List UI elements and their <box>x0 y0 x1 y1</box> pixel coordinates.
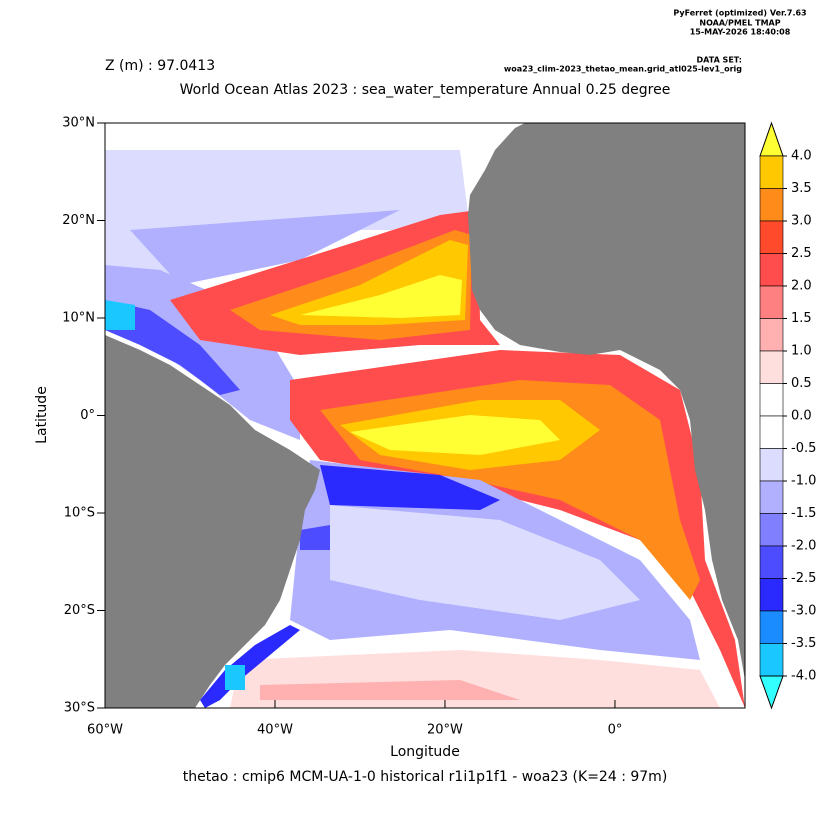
dataset-label: DATA SET: <box>697 56 742 65</box>
colorbar-label: -3.5 <box>791 636 816 651</box>
colorbar-box <box>759 285 784 319</box>
colorbar-box <box>759 318 784 352</box>
field-region <box>350 415 560 455</box>
map-field <box>105 123 745 708</box>
colorbar-box <box>759 350 784 384</box>
field-region <box>105 300 240 395</box>
footer: thetao : cmip6 MCM-UA-1-0 historical r1i… <box>183 769 668 785</box>
y-tick-label: 0° <box>80 408 95 423</box>
colorbar-label: 2.5 <box>791 246 812 261</box>
colorbar-label: 1.0 <box>791 344 812 359</box>
y-tick-label: 30°N <box>62 116 95 131</box>
y-tick-label: 10°S <box>64 506 95 521</box>
colorbar-label: 1.5 <box>791 311 812 326</box>
field-region <box>330 505 640 620</box>
colorbar-box <box>759 578 784 612</box>
software: PyFerret (optimized) Ver.7.63 <box>673 9 806 18</box>
colorbar-label: 3.5 <box>791 181 812 196</box>
colorbar-label: -4.0 <box>791 669 816 684</box>
colorbar-label: 0.5 <box>791 376 812 391</box>
colorbar-box <box>759 415 784 449</box>
colorbar-label: -1.5 <box>791 506 816 521</box>
field-region <box>300 275 462 318</box>
y-label: Latitude <box>34 386 50 444</box>
colorbar-box <box>759 253 784 287</box>
x-label: Longitude <box>390 744 460 760</box>
field-region <box>300 525 330 550</box>
land <box>105 335 320 708</box>
field-region <box>320 465 500 510</box>
dataset: woa23_clim-2023_thetao_mean.grid_atl025-… <box>504 65 742 74</box>
colorbar-triangle <box>759 121 784 157</box>
colorbar-box <box>759 155 784 189</box>
colorbar-box <box>759 188 784 222</box>
x-tick-label: 20°W <box>427 723 463 738</box>
colorbar-label: 3.0 <box>791 214 812 229</box>
y-tick-label: 10°N <box>62 311 95 326</box>
colorbar-label: -3.0 <box>791 604 816 619</box>
colorbar-label: 4.0 <box>791 149 812 164</box>
org: NOAA/PMEL TMAP <box>699 19 780 28</box>
colorbar-box <box>759 383 784 417</box>
colorbar-box <box>759 513 784 547</box>
chart-title: World Ocean Atlas 2023 : sea_water_tempe… <box>180 82 671 98</box>
colorbar-label: -1.0 <box>791 474 816 489</box>
field-region <box>130 210 400 285</box>
colorbar-label: 0.0 <box>791 409 812 424</box>
colorbar-box <box>759 610 784 644</box>
colorbar-triangle <box>759 675 784 710</box>
colorbar-box <box>759 480 784 514</box>
depth: Z (m) : 97.0413 <box>105 58 215 74</box>
field-region <box>260 680 520 700</box>
colorbar-box <box>759 643 784 677</box>
colorbar-label: -0.5 <box>791 441 816 456</box>
colorbar-label: -2.5 <box>791 571 816 586</box>
land <box>468 123 745 680</box>
colorbar-label: -2.0 <box>791 539 816 554</box>
x-tick-label: 40°W <box>257 723 293 738</box>
y-tick-label: 30°S <box>64 701 95 716</box>
date: 15-MAY-2026 18:40:08 <box>690 28 791 37</box>
colorbar-box <box>759 448 784 482</box>
colorbar-box <box>759 545 784 579</box>
y-tick-label: 20°N <box>62 213 95 228</box>
y-tick-label: 20°S <box>64 603 95 618</box>
field-region <box>225 665 245 690</box>
colorbar-label: 2.0 <box>791 279 812 294</box>
x-tick-label: 60°W <box>87 723 123 738</box>
colorbar-box <box>759 220 784 254</box>
field-region <box>105 300 135 330</box>
x-tick-label: 0° <box>608 723 623 738</box>
